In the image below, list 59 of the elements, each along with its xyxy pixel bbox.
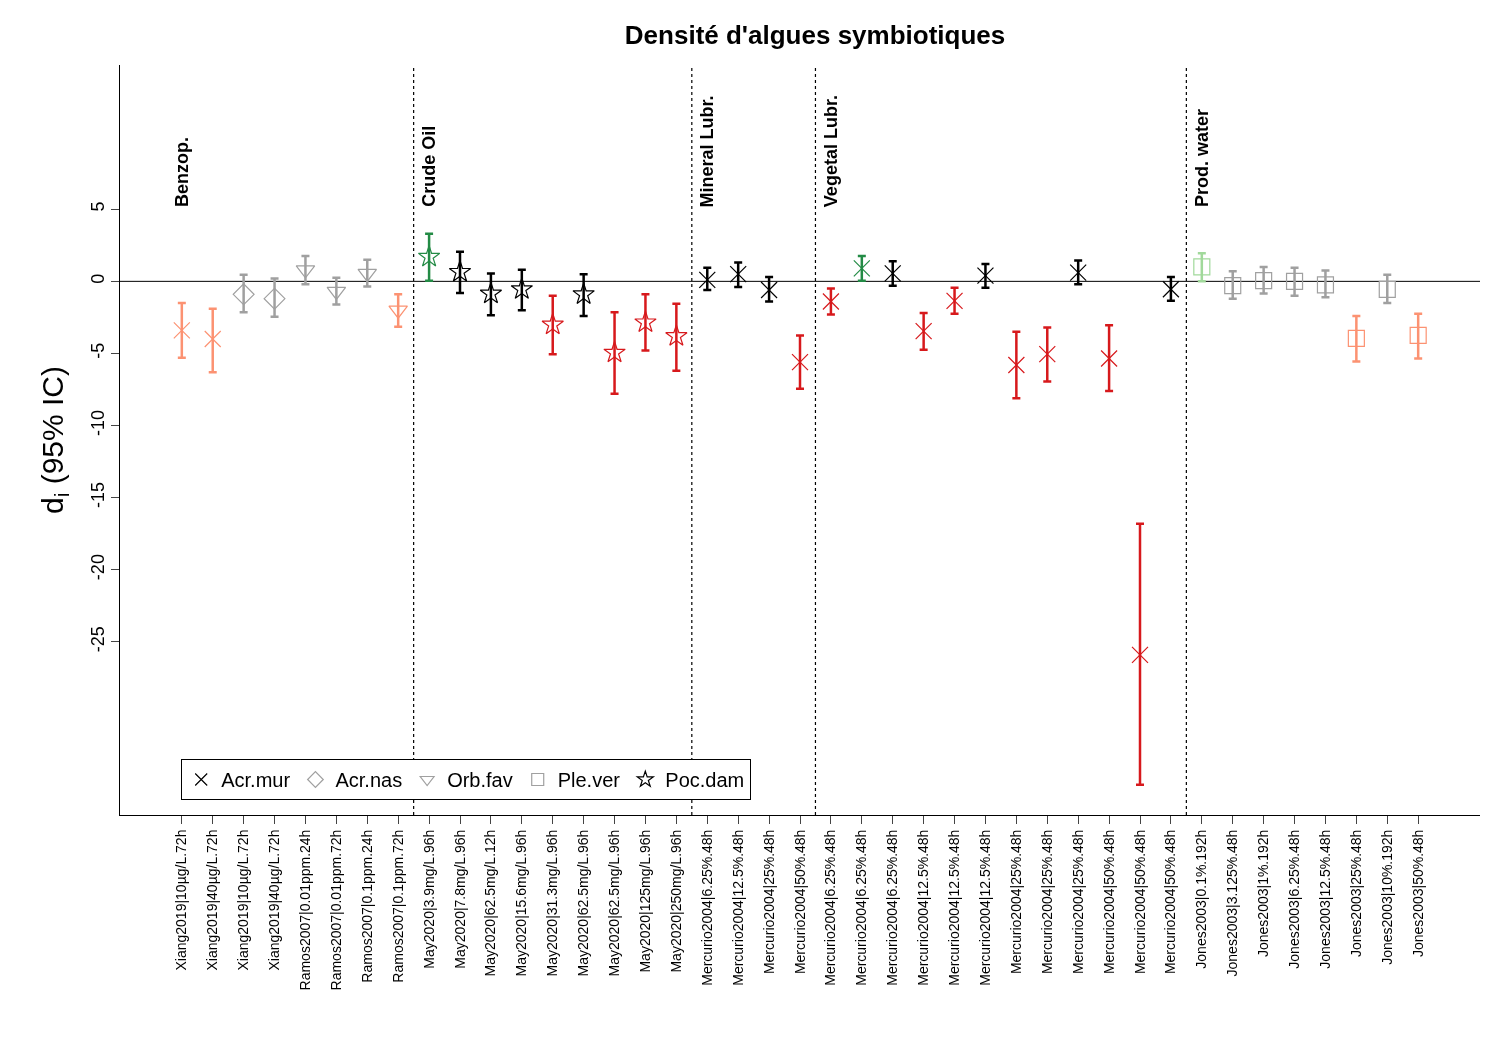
x-tick-label: Ramos2007|0.01ppm.72h	[327, 829, 344, 991]
x-tick-label: Jones2003|10%.192h	[1378, 829, 1395, 965]
y-tick-label: 0	[87, 273, 108, 284]
x-tick-label: May2020|62.5mg/L.96h	[606, 829, 623, 977]
y-tick-label: -25	[87, 626, 108, 653]
x-tick-label: Jones2003|0.1%.192h	[1193, 829, 1210, 969]
y-tick-label: -5	[87, 342, 108, 359]
x-tick-label: Jones2003|6.25%.48h	[1286, 829, 1303, 969]
x-tick-label: Mercurio2004|25%.48h	[1007, 829, 1024, 975]
x-tick-label: Xiang2019|40µg/L.72h	[266, 829, 283, 971]
annotation: Vegetal Lubr.	[820, 95, 841, 208]
x-tick-label: May2020|62.5mg/L.96h	[575, 829, 592, 977]
x-tick-label: Jones2003|25%.48h	[1347, 829, 1364, 958]
x-tick-label: Xiang2019|40µg/L.72h	[204, 829, 221, 971]
x-tick-label: Mercurio2004|50%.48h	[1131, 829, 1148, 975]
x-tick-label: Mercurio2004|6.25%.48h	[884, 829, 901, 986]
x-tick-label: Jones2003|12.5%.48h	[1317, 829, 1333, 969]
x-tick-label: May2020|31.3mg/L.96h	[544, 829, 561, 977]
x-tick-label: May2020|15.6mg/L.96h	[513, 829, 530, 977]
x-tick-label: Mercurio2004|6.25%.48h	[822, 829, 839, 986]
x-tick-label: Mercurio2004|6.25%.48h	[853, 829, 870, 986]
annotation: Prod. water	[1191, 109, 1212, 208]
x-tick-label: Ramos2007|0.01ppm.24h	[297, 829, 313, 991]
annotation: Benzop.	[171, 137, 192, 208]
x-tick-label: Ramos2007|0.1ppm.24h	[358, 829, 375, 983]
legend-label: Poc.dam	[665, 769, 745, 792]
legend-label: Ple.ver	[557, 769, 621, 792]
annotation: Mineral Lubr.	[697, 95, 718, 208]
x-tick-label: Mercurio2004|50%.48h	[791, 829, 808, 975]
x-tick-label: Mercurio2004|25%.48h	[760, 829, 777, 975]
chart-title: Densité d'algues symbiotiques	[624, 20, 1006, 51]
x-tick-label: Jones2003|3.125%.48h	[1224, 829, 1241, 977]
x-tick-label: Mercurio2004|12.5%.48h	[977, 829, 993, 986]
x-tick-label: Mercurio2004|25%.48h	[1038, 829, 1055, 975]
x-tick-label: Mercurio2004|6.25%.48h	[698, 829, 715, 986]
x-tick-label: May2020|250mg/L.96h	[667, 829, 684, 973]
x-tick-label: May2020|3.9mg/L.96h	[420, 829, 437, 969]
x-tick-label: Mercurio2004|12.5%.48h	[946, 829, 963, 986]
x-tick-label: Mercurio2004|25%.48h	[1069, 829, 1086, 975]
x-tick-label: Mercurio2004|12.5%.48h	[915, 829, 932, 986]
x-tick-label: Jones2003|1%.192h	[1255, 829, 1272, 958]
y-tick-label: -20	[87, 554, 108, 581]
x-tick-label: Jones2003|50%.48h	[1409, 829, 1426, 958]
x-tick-label: May2020|125mg/L.96h	[637, 829, 653, 973]
y-tick-label: -10	[87, 409, 108, 436]
x-tick-label: Xiang2019|10µg/L.72h	[235, 829, 252, 971]
annotation: Crude Oil	[419, 125, 440, 207]
legend-label: Acr.nas	[335, 769, 403, 792]
legend-label: Orb.fav	[447, 769, 513, 792]
x-tick-label: May2020|62.5mg/L.12h	[482, 829, 499, 977]
y-tick-label: 5	[87, 201, 108, 212]
x-tick-label: Ramos2007|0.1ppm.72h	[389, 829, 406, 983]
legend-label: Acr.mur	[221, 769, 291, 792]
x-tick-label: Mercurio2004|50%.48h	[1100, 829, 1117, 975]
x-tick-label: Mercurio2004|50%.48h	[1162, 829, 1179, 975]
x-tick-label: Mercurio2004|12.5%.48h	[729, 829, 746, 986]
x-tick-label: May2020|7.8mg/L.96h	[451, 829, 468, 969]
y-tick-label: -15	[87, 481, 108, 508]
x-tick-label: Xiang2019|10µg/L.72h	[173, 829, 190, 971]
